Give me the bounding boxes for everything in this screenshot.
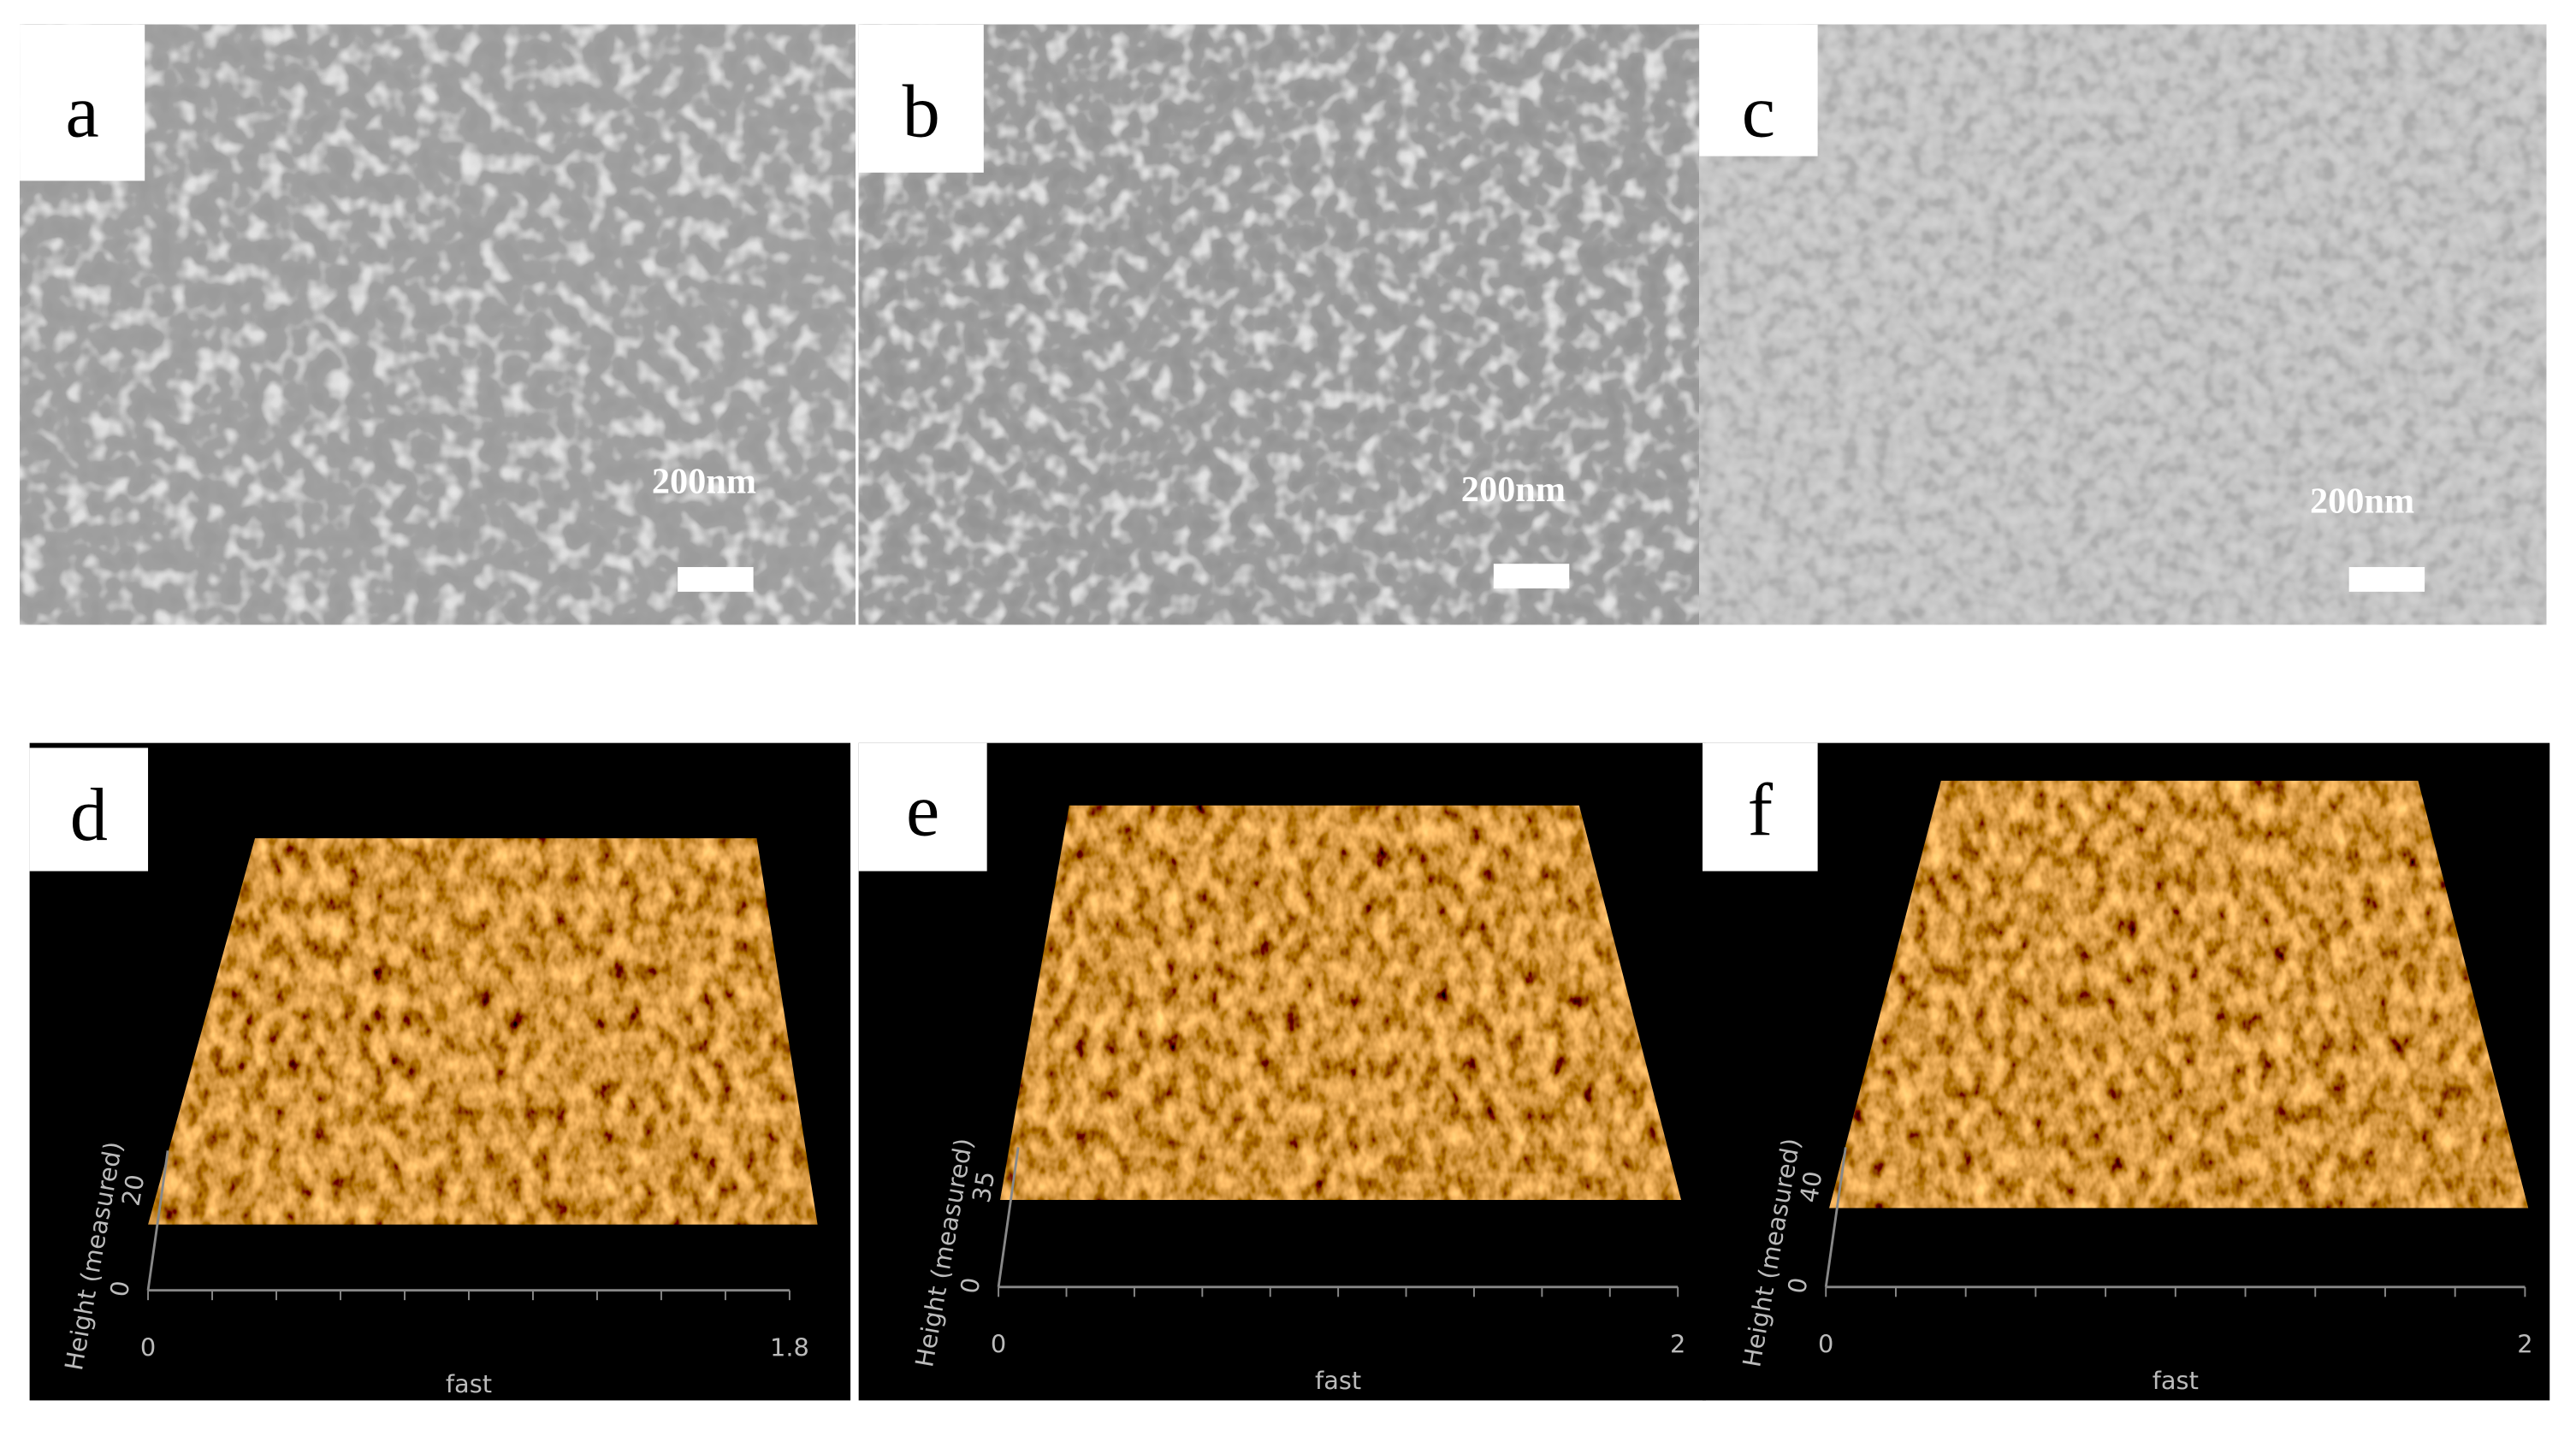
sem-image (858, 24, 1700, 625)
scale-bar (678, 567, 754, 592)
panel-label: e (906, 768, 939, 852)
panel-label: d (70, 773, 108, 857)
label-box (858, 24, 984, 173)
panel-label: b (903, 70, 940, 154)
x-axis-label: fast (446, 1369, 492, 1398)
label-box (858, 742, 987, 872)
panel-label: f (1748, 768, 1774, 852)
afm-surface (148, 838, 818, 1225)
label-box (29, 748, 149, 872)
label-box (1703, 742, 1818, 872)
z-tick-label: 35 (967, 1169, 1001, 1205)
scale-bar-label: 200nm (652, 462, 756, 502)
x-tick-label: 2 (1670, 1330, 1685, 1359)
z-axis (1824, 1147, 1847, 1288)
label-box (1699, 24, 1818, 157)
x-axis-label: fast (2153, 1366, 2199, 1395)
z-tick-label: 0 (1782, 1275, 1814, 1296)
z-tick-label: 40 (1794, 1169, 1828, 1205)
x-tick-label: 0 (140, 1333, 156, 1362)
z-tick-label: 0 (955, 1275, 986, 1296)
x-tick-label: 0 (991, 1330, 1006, 1359)
z-axis (997, 1147, 1020, 1288)
x-axis-label: fast (1315, 1366, 1361, 1395)
afm-surface (1000, 805, 1682, 1200)
scale-bar-label: 200nm (1461, 470, 1566, 510)
z-axis (146, 1150, 169, 1291)
scale-bar (2348, 567, 2425, 592)
scale-bar-label: 200nm (2310, 482, 2414, 522)
x-tick-label: 2 (2517, 1330, 2532, 1359)
x-tick-label: 0 (1818, 1330, 1833, 1359)
x-tick-label: 1.8 (770, 1333, 809, 1362)
z-tick-label: 20 (116, 1173, 151, 1208)
panel-label: c (1742, 70, 1775, 154)
scale-bar (1493, 564, 1570, 589)
sem-image (20, 24, 856, 625)
panel-label: a (66, 70, 99, 154)
afm-surface (1829, 780, 2529, 1208)
z-tick-label: 0 (104, 1279, 136, 1299)
sem-image (1699, 24, 2547, 625)
label-box (20, 24, 145, 181)
